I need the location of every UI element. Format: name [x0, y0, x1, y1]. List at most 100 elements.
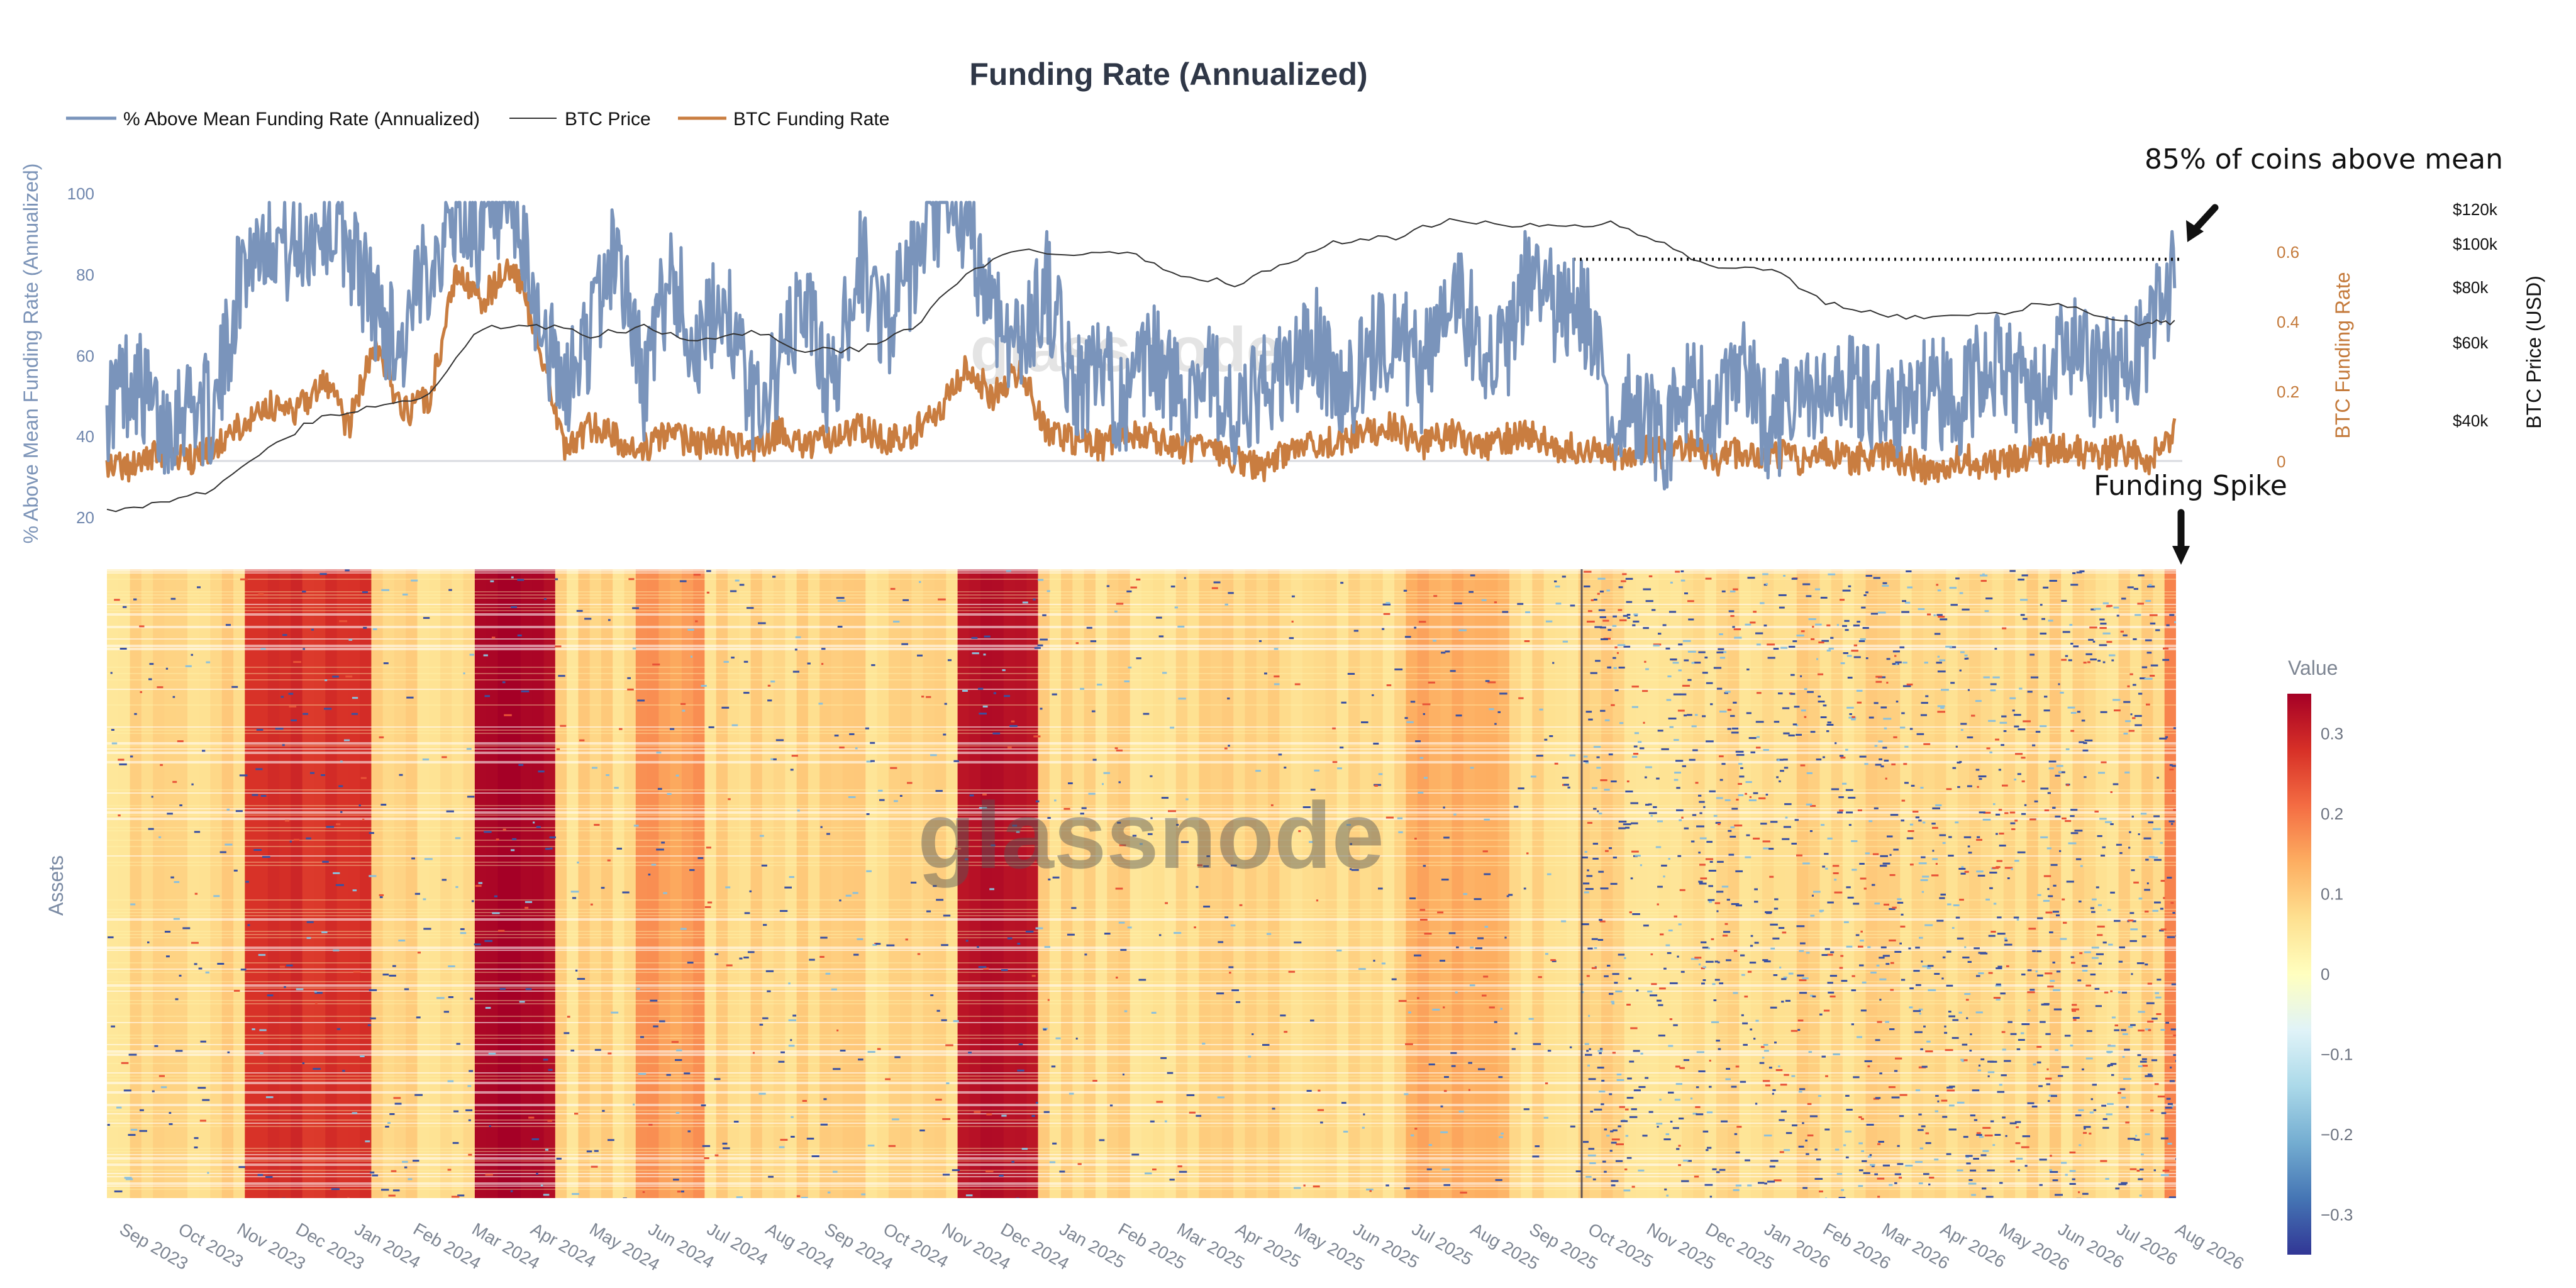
- heatmap-cell: [2020, 599, 2028, 601]
- heatmap-cell: [907, 782, 913, 784]
- heatmap-row-band: [107, 915, 2176, 916]
- heatmap-cell: [1955, 821, 1959, 824]
- y-funding-axis-title: BTC Funding Rate: [2331, 272, 2354, 438]
- heatmap-cell: [173, 918, 180, 920]
- heatmap-cell: [1584, 891, 1589, 894]
- heatmap-cell: [1177, 625, 1185, 628]
- heatmap-cell: [1870, 1163, 1875, 1166]
- heatmap-cell: [885, 1078, 891, 1080]
- heatmap-cell: [2007, 877, 2010, 879]
- heatmap-cell: [1880, 706, 1887, 709]
- heatmap-cell: [1229, 972, 1231, 974]
- heatmap-cell: [169, 1123, 173, 1125]
- heatmap-cell: [2167, 1143, 2172, 1145]
- heatmap-cell: [2092, 1084, 2097, 1086]
- heatmap-cell: [1756, 747, 1761, 749]
- heatmap-cell: [1358, 968, 1366, 970]
- heatmap-cell: [1894, 655, 1897, 657]
- heatmap-cell: [1443, 1184, 1451, 1186]
- heatmap-cell: [1554, 580, 1557, 582]
- heatmap-cell: [130, 903, 136, 906]
- heatmap-cell: [1836, 1173, 1843, 1175]
- heatmap-cell: [1955, 916, 1960, 919]
- heatmap-cell: [2046, 1083, 2050, 1085]
- heatmap-cell: [1906, 570, 1912, 572]
- heatmap-cell: [133, 598, 137, 601]
- heatmap-cell: [2160, 1174, 2169, 1176]
- heatmap-cell: [1128, 666, 1132, 669]
- heatmap-cell: [293, 838, 299, 841]
- heatmap-cell: [1978, 972, 1984, 975]
- heatmap-cell: [965, 858, 969, 860]
- heatmap-cell: [1932, 850, 1935, 852]
- heatmap-cell: [2063, 921, 2067, 924]
- heatmap-cell: [1104, 933, 1111, 935]
- heatmap-cell: [1038, 579, 1044, 581]
- heatmap-cell: [1570, 1125, 1575, 1128]
- heatmap-cell: [398, 940, 406, 941]
- heatmap-cell: [1882, 584, 1889, 587]
- heatmap-cell: [1798, 1091, 1802, 1093]
- heatmap-cell: [1840, 662, 1845, 665]
- heatmap-cell: [1742, 1022, 1748, 1024]
- heatmap-cell: [1885, 963, 1890, 965]
- heatmap-cell: [1677, 955, 1679, 958]
- heatmap-cell: [723, 1147, 730, 1150]
- heatmap-cell: [531, 1138, 540, 1140]
- heatmap-cell: [549, 836, 556, 838]
- heatmap-cell: [2123, 733, 2128, 735]
- heatmap-cell: [749, 890, 752, 892]
- colorbar-title: Value: [2288, 657, 2338, 679]
- heatmap-cell: [525, 901, 533, 903]
- heatmap-cell: [1725, 1078, 1731, 1080]
- heatmap-cell: [1820, 716, 1827, 718]
- heatmap-cell: [2036, 1046, 2042, 1048]
- heatmap-cell: [706, 847, 711, 849]
- heatmap-cell: [2111, 1016, 2116, 1019]
- heatmap-cell: [119, 648, 127, 650]
- heatmap-cell: [1821, 1055, 1826, 1058]
- heatmap-cell: [2150, 1109, 2154, 1112]
- heatmap-cell: [1046, 590, 1050, 592]
- heatmap-cell: [867, 1145, 875, 1146]
- heatmap-cell: [453, 1110, 459, 1113]
- heatmap-cell: [1615, 1160, 1623, 1162]
- heatmap-cell: [1756, 643, 1761, 646]
- heatmap-row-band: [107, 1035, 2176, 1036]
- heatmap-cell: [2112, 783, 2119, 786]
- heatmap-cell: [1799, 1088, 1806, 1091]
- heatmap-cell: [2106, 1113, 2112, 1116]
- heatmap-cell: [1092, 1080, 1097, 1082]
- heatmap-cell: [1865, 575, 1872, 577]
- y-funding-tick-label: 0: [2277, 452, 2285, 471]
- heatmap-cell: [1842, 625, 1847, 627]
- x-tick-label: Mar 2026: [1879, 1219, 1953, 1273]
- heatmap-cell: [1048, 878, 1051, 880]
- heatmap-cell: [291, 719, 297, 721]
- heatmap-cell: [1616, 1074, 1622, 1075]
- heatmap-cell: [736, 1196, 743, 1198]
- heatmap-row-band: [107, 1104, 2176, 1106]
- heatmap-cell: [1867, 1065, 1870, 1068]
- heatmap-cell: [1080, 813, 1084, 815]
- heatmap-cell: [468, 1153, 472, 1156]
- heatmap-cell: [1993, 997, 2001, 999]
- heatmap-cell: [1918, 1113, 1922, 1116]
- heatmap-cell: [1213, 581, 1221, 584]
- heatmap-cell: [1049, 1161, 1056, 1163]
- heatmap-cell: [1552, 662, 1555, 664]
- heatmap-cell: [1922, 965, 1930, 968]
- heatmap-cell: [1819, 1191, 1823, 1192]
- heatmap-cell: [687, 962, 694, 964]
- heatmap-cell: [1812, 995, 1816, 997]
- heatmap-cell: [695, 620, 698, 623]
- heatmap-cell: [2152, 828, 2161, 830]
- heatmap-cell: [2077, 711, 2081, 713]
- heatmap-cell: [708, 726, 714, 728]
- heatmap-cell: [1585, 888, 1594, 890]
- heatmap-cell: [2148, 821, 2153, 824]
- heatmap-cell: [225, 843, 233, 846]
- heatmap-cell: [1280, 1014, 1286, 1017]
- heatmap-cell: [1940, 618, 1948, 621]
- heatmap-cell: [1845, 1094, 1850, 1097]
